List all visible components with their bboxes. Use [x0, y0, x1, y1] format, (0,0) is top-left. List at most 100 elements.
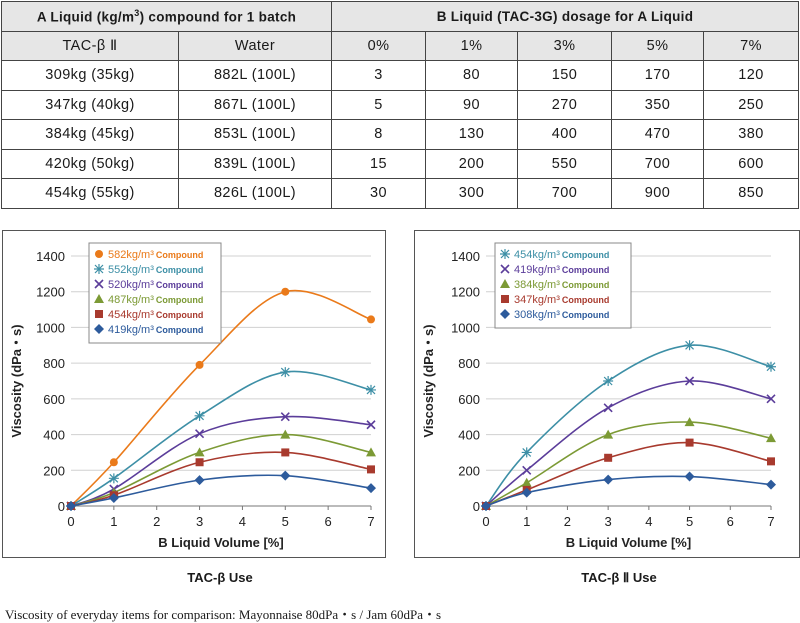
data-point — [280, 429, 291, 439]
value-cell: 3 — [331, 60, 426, 91]
y-tick-label: 600 — [458, 392, 480, 407]
y-tick-label: 1400 — [451, 249, 480, 264]
legend-label: 487kg/m³ Compound — [108, 294, 203, 306]
legend-label: 520kg/m³ Compound — [108, 279, 203, 291]
data-point — [194, 447, 205, 457]
data-point — [195, 360, 204, 369]
y-tick-label: 600 — [43, 392, 65, 407]
data-point — [685, 376, 695, 386]
value-cell: 130 — [425, 119, 518, 150]
value-cell: 700 — [611, 148, 704, 179]
tac-cell: 454kg (55kg) — [1, 178, 179, 209]
y-axis-label: Viscosity (dPa・s) — [9, 324, 24, 437]
legend-label: 454kg/m³ Compound — [108, 309, 203, 321]
col-header-pct: 0% — [331, 30, 426, 61]
value-cell: 120 — [703, 60, 799, 91]
b-liquid-header: B Liquid (TAC-3G) dosage for A Liquid — [331, 1, 799, 32]
data-point — [603, 403, 613, 413]
legend-label: 582kg/m³ Compound — [108, 249, 203, 261]
legend-marker — [500, 264, 510, 274]
value-cell: 550 — [517, 148, 612, 179]
y-tick-label: 1400 — [36, 249, 65, 264]
value-cell: 700 — [517, 178, 612, 209]
data-point — [521, 487, 532, 498]
table-row: 454kg (55kg) 826L (100L) 30 300 700 900 … — [1, 178, 799, 209]
x-axis-label: B Liquid Volume [%] — [566, 535, 691, 550]
legend-box — [494, 242, 632, 329]
legend-marker — [500, 279, 510, 288]
data-point — [766, 433, 776, 443]
data-point — [766, 361, 776, 372]
value-cell: 250 — [703, 89, 799, 120]
data-point — [684, 417, 695, 427]
value-cell: 5 — [331, 89, 426, 120]
table-row: 384kg (45kg) 853L (100L) 8 130 400 470 3… — [1, 119, 799, 150]
chart-right-frame: 0 200 400 600 800 1000 1200 1400 0 1 2 3 4 5 6 7 B Liqui… — [414, 230, 800, 558]
legend-label: 419kg/m³ Compound — [514, 264, 609, 276]
value-cell: 300 — [425, 178, 518, 209]
value-cell: 380 — [703, 119, 799, 150]
value-cell: 150 — [517, 60, 612, 91]
legend-marker — [500, 249, 510, 259]
value-cell: 470 — [611, 119, 704, 150]
x-tick-label: 1 — [523, 514, 530, 529]
data-point — [766, 394, 776, 404]
water-cell: 839L (100L) — [178, 148, 332, 179]
data-point — [684, 340, 695, 351]
value-cell: 850 — [703, 178, 799, 209]
table-row: 347kg (40kg) 867L (100L) 5 90 270 350 25… — [1, 89, 799, 120]
data-point — [521, 477, 532, 487]
data-point — [367, 465, 375, 474]
legend-label: 347kg/m³ Compound — [514, 294, 609, 306]
chart-caption-right: TAC-β Ⅱ Use — [581, 570, 657, 585]
y-tick-label: 800 — [458, 356, 480, 371]
chart-tac-beta: 0 200 400 600 800 1000 1200 1400 0 1 2 3 4 5 6 7 B Liqui… — [9, 242, 376, 550]
water-cell: 867L (100L) — [178, 89, 332, 120]
data-point — [366, 483, 376, 494]
data-point — [367, 315, 375, 324]
tac-cell: 309kg (35kg) — [1, 60, 179, 91]
x-tick-label: 0 — [482, 514, 489, 529]
water-cell: 826L (100L) — [178, 178, 332, 209]
data-point — [521, 447, 532, 458]
x-tick-label: 5 — [686, 514, 693, 529]
x-tick-label: 6 — [727, 514, 734, 529]
legend-label: 384kg/m³ Compound — [514, 279, 609, 291]
table-row: 420kg (50kg) 839L (100L) 15 200 550 700 … — [1, 148, 799, 179]
data-point — [280, 367, 291, 378]
chart-left-frame: 0 200 400 600 800 1000 1200 1400 0 1 2 3 4 5 6 7 B Liqui… — [2, 230, 386, 558]
legend-label: 419kg/m³ Compound — [108, 324, 203, 336]
value-cell: 90 — [425, 89, 518, 120]
x-axis-label: B Liquid Volume [%] — [158, 535, 283, 550]
legend-marker — [500, 309, 510, 319]
y-tick-label: 0 — [473, 499, 480, 514]
y-tick-label: 1000 — [451, 320, 480, 335]
legend-marker — [95, 310, 103, 318]
x-tick-label: 6 — [325, 514, 332, 529]
data-point — [604, 453, 613, 462]
value-cell: 8 — [331, 119, 426, 150]
legend-marker — [94, 264, 104, 274]
value-cell: 900 — [611, 178, 704, 209]
data-point — [603, 376, 614, 386]
x-tick-label: 7 — [367, 514, 374, 529]
tac-cell: 347kg (40kg) — [1, 89, 179, 120]
data-point — [603, 474, 614, 485]
x-tick-label: 2 — [153, 514, 160, 529]
legend-label: 308kg/m³ Compound — [514, 309, 609, 321]
data-point — [766, 479, 776, 490]
y-tick-label: 800 — [43, 356, 65, 371]
chart-caption-left: TAC-β Use — [187, 570, 253, 585]
data-point — [522, 465, 532, 475]
x-tick-label: 1 — [110, 514, 117, 529]
data-point — [109, 458, 118, 467]
value-cell: 270 — [517, 89, 612, 120]
legend-marker — [94, 324, 104, 334]
water-cell: 853L (100L) — [178, 119, 332, 150]
x-tick-label: 7 — [767, 514, 774, 529]
x-tick-label: 0 — [67, 514, 74, 529]
data-point — [194, 475, 205, 486]
data-point — [194, 410, 205, 421]
chart-tac-beta-2: 0 200 400 600 800 1000 1200 1400 0 1 2 3 4 5 6 7 B Liqui… — [421, 242, 776, 550]
col-header-pct: 7% — [703, 30, 799, 61]
